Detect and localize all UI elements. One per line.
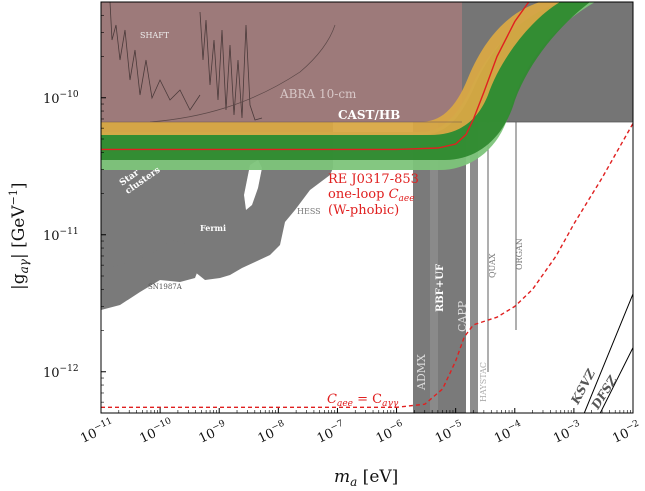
label-abra: ABRA 10-cm <box>279 87 357 101</box>
plot-area <box>101 2 633 413</box>
x-axis-label: ma [eV] <box>334 467 398 489</box>
label-haystac: HAYSTAC <box>479 362 488 402</box>
series-line-3 <box>599 347 633 413</box>
cast-hb-region <box>101 2 462 122</box>
label-caee-caa: Caee = Caγγ <box>327 392 399 409</box>
series-line-0 <box>101 2 530 151</box>
y-tick-label: 10−10 <box>43 90 79 107</box>
abra-envelope <box>149 24 336 123</box>
svg-text:RE J0317-853: RE J0317-853 <box>328 172 419 187</box>
x-tick-label: 10−10 <box>137 416 177 447</box>
series-line-2 <box>583 293 633 413</box>
x-tick-label: 10−6 <box>373 419 407 447</box>
label-hess: HESS <box>297 207 321 216</box>
y-axis-label: |gaγ| [GeV−1] <box>7 183 31 291</box>
x-tick-label: 10−9 <box>196 419 230 447</box>
svg-text:one-loop Caee: one-loop Caee <box>328 187 415 204</box>
label-cast: CAST/HB <box>338 108 400 122</box>
series-layer <box>101 2 633 413</box>
label-re-j0317: RE J0317-853 one-loop Caee (W-phobic) <box>328 172 419 218</box>
label-shaft: SHAFT <box>140 31 170 40</box>
y-axis-ticks: 10−12 10−11 10−10 <box>43 1 106 414</box>
series-line-1 <box>101 123 633 408</box>
label-rbf-uf: RBF+UF <box>435 264 446 312</box>
label-sn1987a: SN1987A <box>148 283 183 291</box>
yellow-band <box>101 2 560 135</box>
x-tick-label: 10−4 <box>491 419 525 447</box>
x-tick-label: 10−2 <box>610 419 644 447</box>
shaft-limit-curve <box>109 2 201 111</box>
label-organ: ORGAN <box>515 238 524 270</box>
x-tick-label: 10−11 <box>78 416 117 446</box>
sn1987a-region <box>101 240 200 310</box>
label-admx: ADMX <box>415 354 428 391</box>
x-axis-ticks: 10−11 10−10 10−9 10−8 10−7 10−6 10−5 10−4 10−3 10… <box>78 408 644 447</box>
label-quax: QUAX <box>488 253 497 278</box>
admx-band <box>413 122 430 413</box>
fermi-hole <box>244 160 262 210</box>
x-tick-label: 10−5 <box>432 419 466 447</box>
admx-band-2 <box>430 122 438 413</box>
haystac-band <box>470 122 478 413</box>
abra-limit-curve <box>199 11 263 121</box>
rbf-uf-band <box>438 122 456 413</box>
y-tick-label: 10−11 <box>43 227 79 244</box>
x-tick-label: 10−7 <box>314 419 348 447</box>
label-fermi: Fermi <box>200 223 226 233</box>
label-capp: CAPP <box>456 300 469 332</box>
capp-band <box>456 122 466 413</box>
plot-frame <box>100 1 634 414</box>
y-tick-label: 10−12 <box>43 364 79 381</box>
x-tick-label: 10−8 <box>255 419 289 447</box>
svg-text:Caee = Caγγ: Caee = Caγγ <box>327 392 399 409</box>
x-tick-label: 10−3 <box>550 419 584 447</box>
svg-text:(W-phobic): (W-phobic) <box>328 203 399 218</box>
